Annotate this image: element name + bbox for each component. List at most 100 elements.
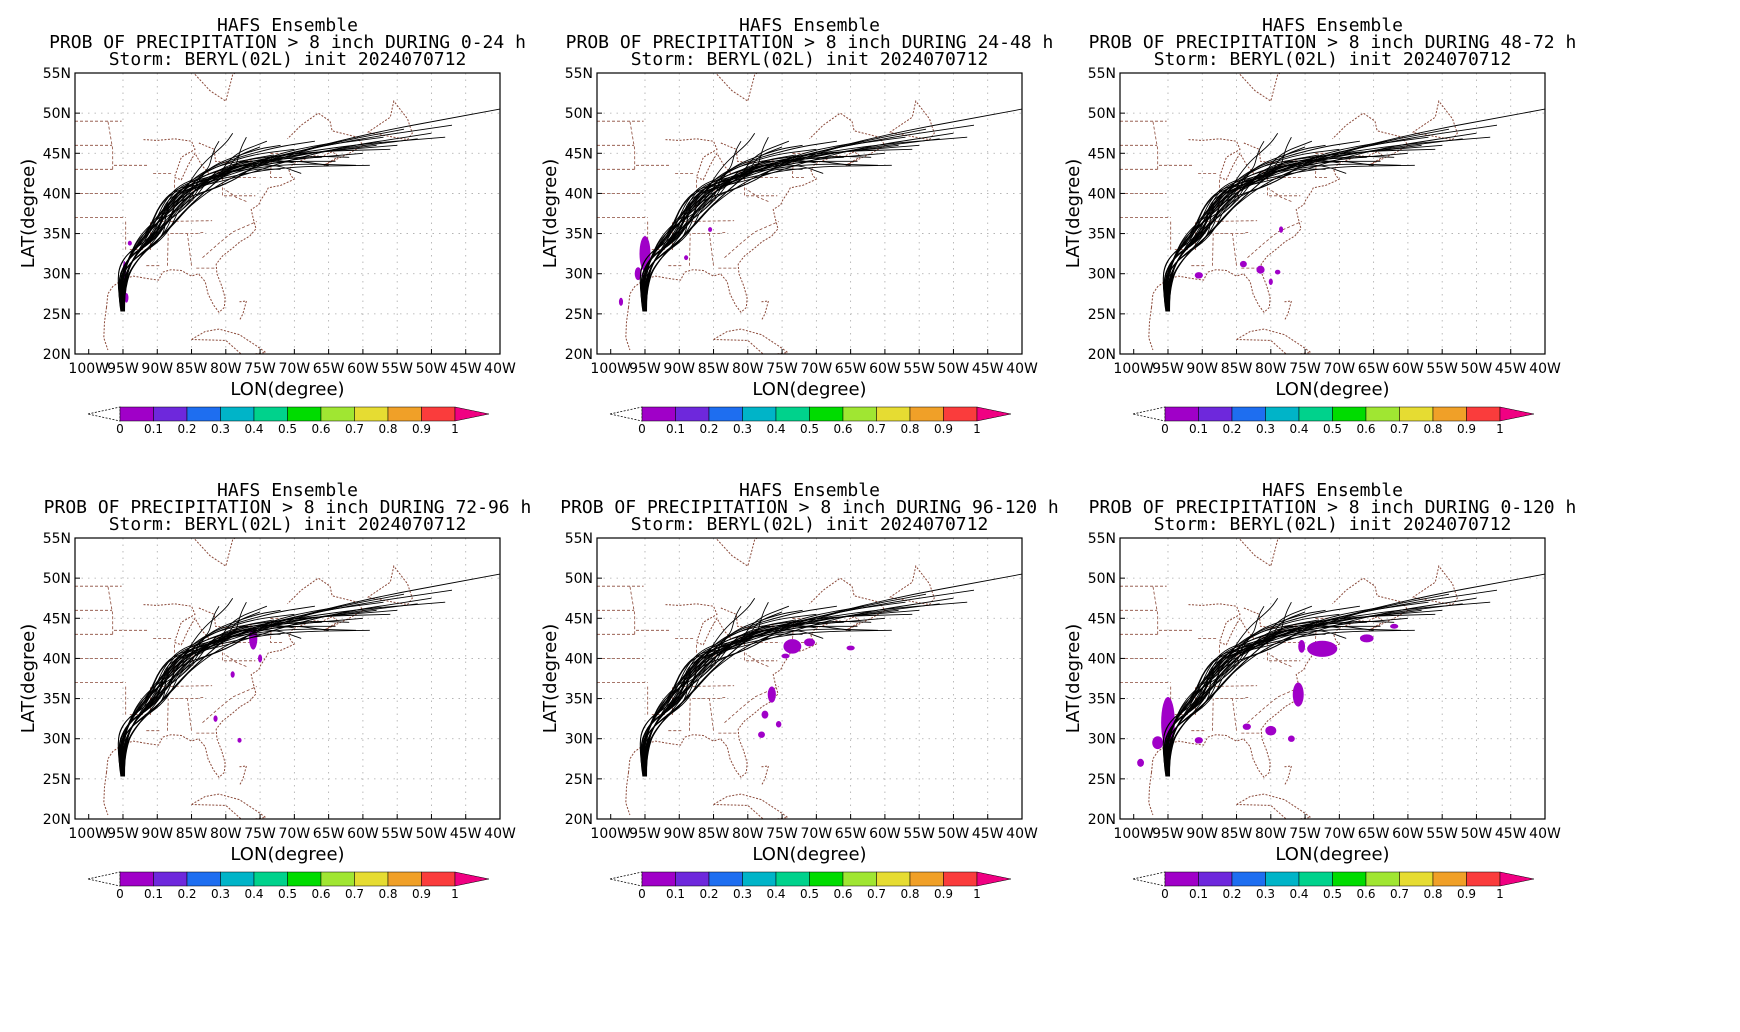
coastline — [625, 772, 631, 816]
y-tick-label: 55N — [43, 66, 71, 82]
x-tick-label: 75W — [1289, 826, 1321, 842]
colorbar-swatch — [1432, 406, 1467, 422]
y-tick-label: 45N — [1088, 146, 1116, 162]
colorbar-tick-label: 0.8 — [900, 422, 919, 436]
probability-area — [783, 639, 802, 654]
x-axis-label: LON(degree) — [1275, 844, 1389, 865]
colorbar-swatch — [876, 871, 911, 887]
y-tick-label: 50N — [43, 106, 71, 122]
coastline — [367, 99, 413, 141]
ensemble-track — [644, 624, 817, 777]
x-tick-label: 70W — [1324, 361, 1356, 377]
panel-storm-title: Storm: BERYL(02L) init 2024070712 — [109, 49, 467, 70]
state-border — [1266, 642, 1301, 662]
state-border — [651, 686, 673, 716]
panel-model-title: HAFS Ensemble — [739, 15, 880, 36]
probability-area — [1298, 639, 1306, 653]
colorbar-swatch — [354, 406, 389, 422]
x-tick-label: 75W — [244, 826, 276, 842]
y-axis-label: LAT(degree) — [540, 624, 561, 733]
colorbar-tick-label: 0.7 — [345, 422, 364, 436]
panel-storm-title: Storm: BERYL(02L) init 2024070712 — [631, 49, 989, 70]
state-border — [1152, 586, 1159, 635]
ensemble-track — [641, 605, 837, 777]
x-tick-label: 45W — [450, 361, 482, 377]
x-tick-label: 40W — [1006, 826, 1038, 842]
y-tick-label: 20N — [43, 347, 71, 363]
x-tick-label: 45W — [972, 361, 1004, 377]
ensemble-track — [645, 136, 906, 312]
coastline — [761, 765, 770, 786]
colorbar-tick-label: 0.2 — [1222, 887, 1241, 901]
ensemble-track — [1168, 601, 1429, 777]
y-tick-label: 20N — [565, 812, 593, 828]
colorbar-swatch — [421, 406, 456, 422]
colorbar: 0 0.1 0.2 0.3 0.4 0.5 0.6 0.7 0.8 0.9 1 — [1132, 871, 1535, 901]
state-border — [1232, 698, 1237, 731]
state-border — [1174, 221, 1196, 251]
x-tick-label: 100W — [590, 826, 631, 842]
x-tick-label: 70W — [801, 361, 833, 377]
colorbar-swatch — [287, 406, 322, 422]
y-tick-label: 45N — [565, 611, 593, 627]
probability-area — [775, 721, 782, 728]
x-axis-label: LON(degree) — [752, 844, 866, 865]
colorbar-tick-label: 0.5 — [278, 422, 297, 436]
y-tick-label: 20N — [1088, 347, 1116, 363]
state-border — [167, 698, 169, 731]
colorbar-tick-label: 0.5 — [1323, 422, 1342, 436]
ensemble-track — [1162, 154, 1319, 312]
x-tick-label: 40W — [1529, 826, 1561, 842]
coastline — [1412, 564, 1458, 606]
map-frame — [596, 537, 1023, 820]
y-tick-label: 40N — [1088, 186, 1116, 202]
colorbar-swatch — [1432, 871, 1467, 887]
state-border — [170, 231, 206, 235]
ensemble-track — [1167, 136, 1491, 312]
ensemble-track — [122, 624, 295, 777]
x-tick-label: 50W — [416, 361, 448, 377]
colorbar-tick-label: 0.3 — [211, 887, 230, 901]
colorbar: 0 0.1 0.2 0.3 0.4 0.5 0.6 0.7 0.8 0.9 1 — [609, 406, 1012, 436]
coastline — [239, 765, 248, 786]
probability-area — [1194, 737, 1203, 744]
coastline — [103, 307, 109, 351]
colorbar-tick-label: 0 — [638, 422, 646, 436]
x-tick-label: 55W — [381, 361, 413, 377]
colorbar-tick-label: 0.3 — [733, 422, 752, 436]
ensemble-track — [1166, 140, 1265, 312]
panel-period-title: PROB OF PRECIPITATION > 8 inch DURING 96… — [560, 497, 1059, 518]
colorbar-tick-label: 0.9 — [412, 887, 431, 901]
ensemble-track — [645, 601, 906, 777]
ensemble-track — [122, 138, 418, 312]
coastline — [889, 99, 935, 141]
colorbar-tick-label: 0.8 — [1423, 422, 1442, 436]
x-tick-label: 85W — [1221, 361, 1253, 377]
x-tick-label: 85W — [1221, 826, 1253, 842]
probability-area — [1359, 634, 1374, 643]
y-tick-label: 50N — [565, 106, 593, 122]
colorbar-tick-label: 0.8 — [378, 887, 397, 901]
ensemble-track — [1168, 136, 1429, 312]
ensemble-track — [1166, 144, 1326, 312]
map-content — [1120, 73, 1545, 354]
x-tick-label: 45W — [972, 826, 1004, 842]
ensemble-track — [122, 603, 418, 777]
colorbar-tick-label: 0.7 — [867, 422, 886, 436]
x-tick-label: 100W — [1113, 826, 1154, 842]
state-border — [167, 233, 169, 266]
panel-storm-title: Storm: BERYL(02L) init 2024070712 — [109, 514, 467, 535]
colorbar-swatch — [387, 871, 422, 887]
ensemble-track — [119, 605, 315, 777]
y-tick-label: 55N — [1088, 531, 1116, 547]
coastline — [761, 300, 770, 321]
map-panel-3: HAFS Ensemble PROB OF PRECIPITATION > 8 i… — [1045, 0, 1605, 500]
ensemble-track — [644, 138, 940, 312]
y-tick-label: 25N — [565, 772, 593, 788]
y-tick-label: 30N — [565, 267, 593, 283]
state-border — [129, 221, 151, 251]
coastline — [715, 538, 758, 567]
x-tick-label: 90W — [141, 361, 173, 377]
colorbar-swatch — [742, 871, 777, 887]
